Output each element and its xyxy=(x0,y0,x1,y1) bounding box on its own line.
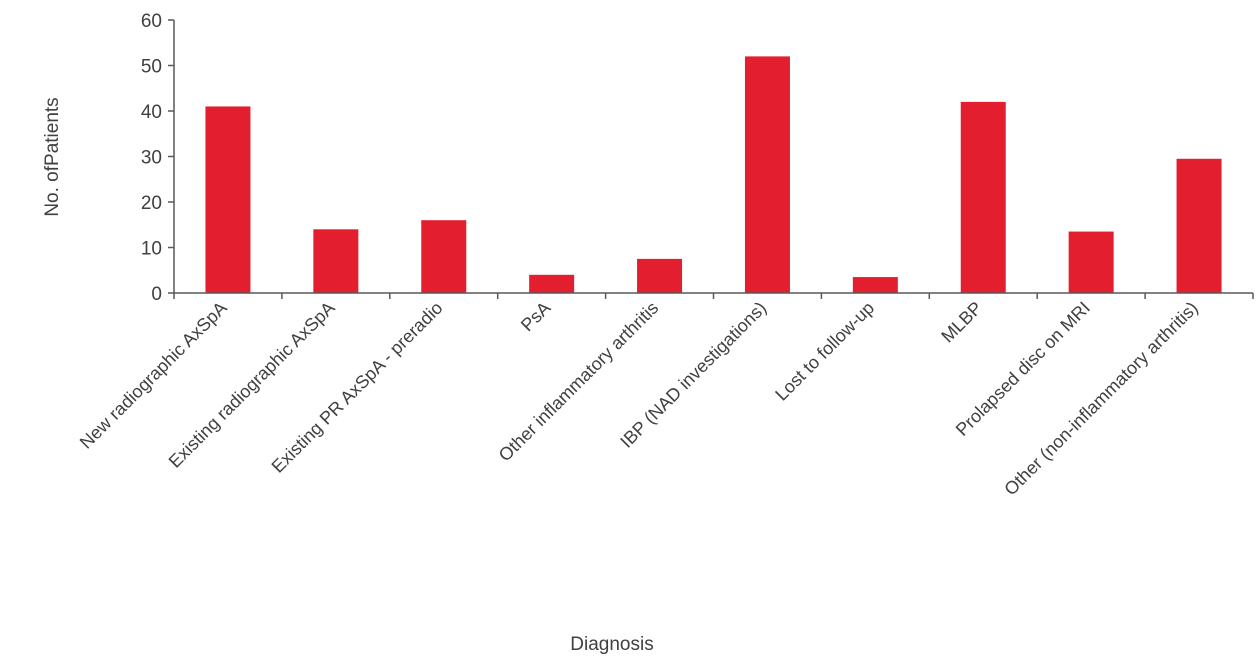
bar xyxy=(313,229,359,293)
x-tick-label: MLBP xyxy=(937,298,986,347)
y-tick-label: 60 xyxy=(141,11,162,32)
bar xyxy=(205,106,251,293)
bar xyxy=(852,277,898,293)
y-tick-label: 10 xyxy=(141,239,162,260)
bar xyxy=(421,220,467,293)
x-tick-label: Existing PR AxSpA - preradio xyxy=(268,298,447,477)
bars xyxy=(205,56,1222,294)
y-tick-label: 30 xyxy=(141,148,162,169)
y-tick-label: 20 xyxy=(141,193,162,214)
bar xyxy=(637,258,683,293)
bar xyxy=(1068,231,1114,293)
y-axis-ticks: 0 10 20 30 40 50 60 xyxy=(141,11,174,305)
bar xyxy=(744,56,790,294)
x-tick-label: PsA xyxy=(517,298,554,335)
x-tick-label: Other (non-inflammatory arthritis) xyxy=(1000,298,1202,500)
x-tick-label: Lost to follow-up xyxy=(771,298,878,405)
x-axis-title: Diagnosis xyxy=(570,634,653,655)
bar xyxy=(1176,158,1222,293)
bar xyxy=(960,101,1006,294)
bar xyxy=(529,274,575,293)
y-tick-label: 0 xyxy=(151,284,162,305)
y-tick-label: 40 xyxy=(141,102,162,123)
y-axis-title: No. ofPatients xyxy=(42,97,63,216)
y-tick-label: 50 xyxy=(141,57,162,78)
